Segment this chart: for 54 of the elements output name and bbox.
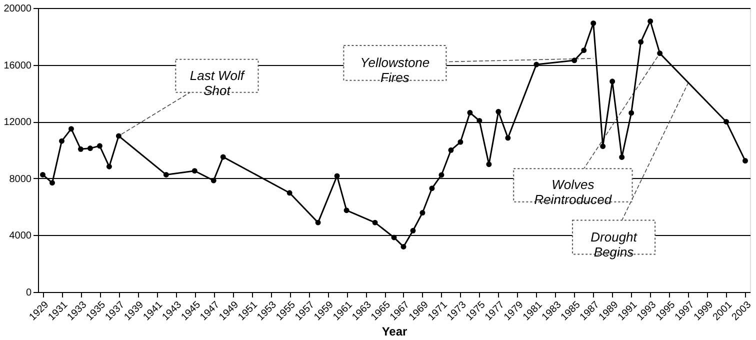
point xyxy=(68,126,74,132)
point xyxy=(600,144,606,150)
point xyxy=(628,110,634,116)
annotation: Yellowstone Fires xyxy=(360,54,430,85)
point xyxy=(581,48,587,54)
point xyxy=(286,190,292,196)
point xyxy=(96,143,102,149)
point xyxy=(496,108,502,114)
point xyxy=(534,62,540,68)
point xyxy=(372,220,378,226)
point xyxy=(429,186,435,192)
point xyxy=(448,147,454,153)
y-tick-label: 8000 xyxy=(9,174,32,185)
point xyxy=(590,20,596,26)
point xyxy=(40,172,46,178)
point xyxy=(467,110,473,116)
point xyxy=(163,172,169,178)
y-tick-label: 0 xyxy=(26,288,32,298)
point xyxy=(610,78,616,84)
point xyxy=(391,234,397,240)
point xyxy=(438,172,444,178)
point xyxy=(87,146,93,152)
annotation: Drought Begins xyxy=(590,229,638,260)
point xyxy=(505,135,511,141)
point xyxy=(724,119,730,124)
point xyxy=(476,118,482,124)
point xyxy=(648,18,654,24)
point xyxy=(192,168,198,174)
point xyxy=(420,210,426,216)
annotation: Wolves Reintroduced xyxy=(534,177,612,208)
point xyxy=(78,146,84,152)
point xyxy=(315,220,321,226)
point xyxy=(458,139,464,145)
point xyxy=(657,50,663,56)
y-tick-label: 12000 xyxy=(4,117,32,128)
x-axis-title: Year xyxy=(382,324,408,338)
point xyxy=(106,164,112,170)
point xyxy=(410,228,416,234)
point xyxy=(486,162,492,168)
y-tick-label: 16000 xyxy=(4,60,32,72)
point xyxy=(58,138,64,144)
point xyxy=(619,154,625,160)
annotation: Last Wolf Shot xyxy=(190,68,246,98)
point xyxy=(572,58,578,64)
point xyxy=(116,133,122,139)
point xyxy=(220,154,226,160)
point xyxy=(210,178,216,184)
point xyxy=(742,158,748,164)
y-tick-label: 20000 xyxy=(4,4,32,14)
point xyxy=(400,244,406,250)
point xyxy=(344,208,350,214)
y-tick-label: 4000 xyxy=(9,230,32,242)
point xyxy=(50,180,55,186)
point xyxy=(638,39,644,45)
